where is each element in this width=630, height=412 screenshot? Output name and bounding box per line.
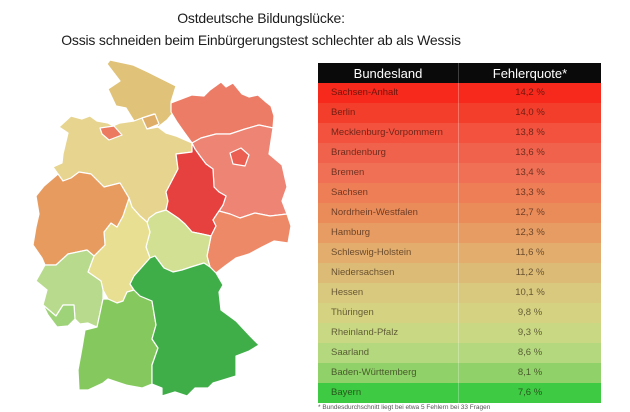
map-state-sachsen [206, 210, 292, 274]
state-name-cell: Saarland [331, 347, 370, 358]
table-footnote: * Bundesdurchschnitt liegt bei etwa 5 Fe… [318, 404, 491, 411]
rate-value-cell: 9,8 % [458, 303, 601, 323]
header-fehlerquote: Fehlerquote* [458, 63, 601, 83]
rate-value-cell: 9,3 % [458, 323, 601, 343]
rate-value-cell: 13,3 % [458, 183, 601, 203]
state-name-cell: Mecklenburg-Vorpommern [331, 127, 443, 138]
table-row: Bremen 13,4 % [318, 163, 601, 183]
rate-value-cell: 12,7 % [458, 203, 601, 223]
rate-value-cell: 12,3 % [458, 223, 601, 243]
page-title-line1: Ostdeutsche Bildungslücke: [177, 10, 345, 26]
map-state-saarland [42, 304, 76, 328]
rate-value-cell: 8,1 % [458, 363, 601, 383]
header-bundesland: Bundesland [353, 65, 423, 81]
rate-value-cell: 13,8 % [458, 123, 601, 143]
table-row: Baden-Württemberg 8,1 % [318, 363, 601, 383]
map-state-bayern [129, 255, 260, 397]
table-row: Sachsen 13,3 % [318, 183, 601, 203]
rate-value-cell: 11,2 % [458, 263, 601, 283]
germany-choropleth-map [32, 59, 292, 397]
table-row: Thüringen 9,8 % [318, 303, 601, 323]
rate-value-cell: 13,4 % [458, 163, 601, 183]
table-row: Hamburg 12,3 % [318, 223, 601, 243]
state-name-cell: Niedersachsen [331, 267, 395, 278]
state-name-cell: Rheinland-Pfalz [331, 327, 399, 338]
rate-value-cell: 7,6 % [458, 383, 601, 403]
page-title-line2: Ossis schneiden beim Einbürgerungstest s… [61, 32, 461, 48]
table-body: Sachsen-Anhalt 14,2 % Berlin 14,0 % Mecklenb… [318, 83, 601, 403]
rate-value-cell: 8,6 % [458, 343, 601, 363]
state-name-cell: Thüringen [331, 307, 374, 318]
table-row: Sachsen-Anhalt 14,2 % [318, 83, 601, 103]
state-name-cell: Schleswig-Holstein [331, 247, 412, 258]
state-name-cell: Sachsen [331, 187, 368, 198]
map-state-schleswig-holstein [106, 59, 178, 128]
rate-value-cell: 10,1 % [458, 283, 601, 303]
table-row: Mecklenburg-Vorpommern 13,8 % [318, 123, 601, 143]
table-row: Berlin 14,0 % [318, 103, 601, 123]
fehlerquote-table: Bundesland Fehlerquote* Sachsen-Anhalt 14… [318, 63, 601, 403]
table-row: Nordrhein-Westfalen 12,7 % [318, 203, 601, 223]
map-state-bremen [99, 125, 123, 141]
rate-value-cell: 13,6 % [458, 143, 601, 163]
table-row: Rheinland-Pfalz 9,3 % [318, 323, 601, 343]
rate-value-cell: 11,6 % [458, 243, 601, 263]
rate-value-cell: 14,2 % [458, 83, 601, 103]
table-row: Brandenburg 13,6 % [318, 143, 601, 163]
state-name-cell: Hessen [331, 287, 364, 298]
state-name-cell: Hamburg [331, 227, 371, 238]
table-row: Schleswig-Holstein 11,6 % [318, 243, 601, 263]
state-name-cell: Baden-Württemberg [331, 367, 417, 378]
state-name-cell: Sachsen-Anhalt [331, 87, 399, 98]
state-name-cell: Bremen [331, 167, 365, 178]
table-row: Bayern 7,6 % [318, 383, 601, 403]
map-state-hamburg [141, 113, 160, 130]
table-row: Niedersachsen 11,2 % [318, 263, 601, 283]
state-name-cell: Bayern [331, 387, 362, 398]
map-state-berlin [229, 147, 250, 167]
table-row: Saarland 8,6 % [318, 343, 601, 363]
table-row: Hessen 10,1 % [318, 283, 601, 303]
state-name-cell: Brandenburg [331, 147, 386, 158]
page-title: Ostdeutsche Bildungslücke: Ossis schneid… [0, 7, 522, 51]
state-name-cell: Berlin [331, 107, 356, 118]
table-header: Bundesland Fehlerquote* [318, 63, 601, 83]
rate-value-cell: 14,0 % [458, 103, 601, 123]
state-name-cell: Nordrhein-Westfalen [331, 207, 418, 218]
